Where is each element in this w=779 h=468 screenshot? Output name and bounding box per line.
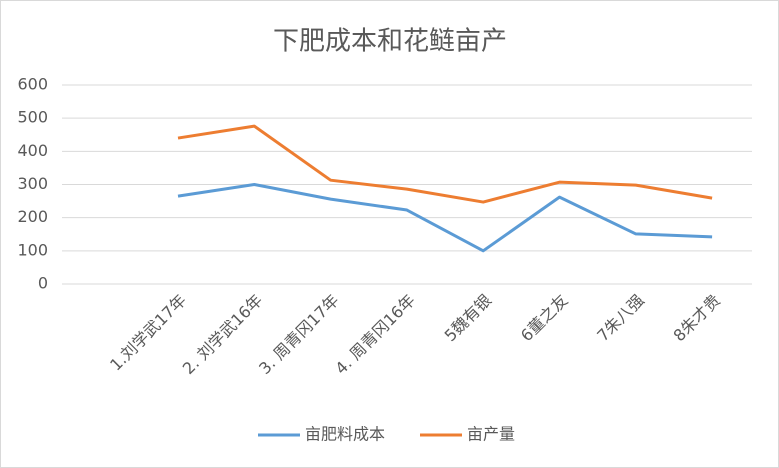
series-line — [177, 124, 713, 204]
y-tick-label: 0 — [38, 274, 48, 293]
legend-label: 亩产量 — [467, 425, 515, 444]
y-tick-label: 500 — [17, 108, 48, 127]
y-tick-label: 300 — [17, 174, 48, 193]
y-tick-label: 100 — [17, 240, 48, 259]
legend-label: 亩肥料成本 — [305, 425, 385, 444]
y-tick-label: 400 — [17, 141, 48, 160]
y-tick-label: 200 — [17, 207, 48, 226]
y-tick-label: 600 — [17, 75, 48, 94]
series-line — [177, 183, 713, 253]
chart-title: 下肥成本和花鲢亩产 — [273, 27, 507, 57]
